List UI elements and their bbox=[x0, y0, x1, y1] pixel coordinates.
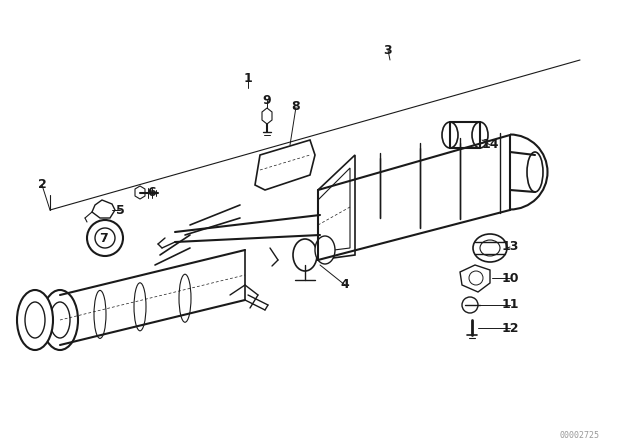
Text: 8: 8 bbox=[292, 100, 300, 113]
Text: 3: 3 bbox=[384, 43, 392, 56]
Ellipse shape bbox=[462, 297, 478, 313]
Text: 5: 5 bbox=[116, 203, 124, 216]
Ellipse shape bbox=[473, 234, 507, 262]
Text: 9: 9 bbox=[262, 94, 271, 107]
Ellipse shape bbox=[87, 220, 123, 256]
Polygon shape bbox=[92, 200, 115, 218]
Text: 11: 11 bbox=[501, 298, 519, 311]
Ellipse shape bbox=[42, 290, 78, 350]
Text: 1: 1 bbox=[244, 72, 252, 85]
Ellipse shape bbox=[95, 228, 115, 248]
Ellipse shape bbox=[480, 240, 500, 256]
Text: 14: 14 bbox=[481, 138, 499, 151]
Polygon shape bbox=[262, 108, 272, 124]
Ellipse shape bbox=[469, 271, 483, 285]
Ellipse shape bbox=[94, 290, 106, 338]
Polygon shape bbox=[135, 186, 145, 199]
Ellipse shape bbox=[527, 152, 543, 192]
Ellipse shape bbox=[50, 302, 70, 338]
Text: 6: 6 bbox=[148, 186, 156, 199]
Ellipse shape bbox=[179, 274, 191, 322]
Ellipse shape bbox=[293, 239, 317, 271]
Ellipse shape bbox=[315, 236, 335, 264]
Ellipse shape bbox=[17, 290, 53, 350]
Text: 12: 12 bbox=[501, 322, 519, 335]
Polygon shape bbox=[318, 155, 355, 260]
Polygon shape bbox=[460, 265, 490, 292]
Ellipse shape bbox=[442, 122, 458, 148]
Text: 13: 13 bbox=[501, 241, 518, 254]
Ellipse shape bbox=[25, 302, 45, 338]
Text: 7: 7 bbox=[100, 232, 108, 245]
Ellipse shape bbox=[472, 122, 488, 148]
Text: 4: 4 bbox=[340, 279, 349, 292]
Text: 00002725: 00002725 bbox=[560, 431, 600, 439]
Polygon shape bbox=[255, 140, 315, 190]
Text: 10: 10 bbox=[501, 271, 519, 284]
Text: 2: 2 bbox=[38, 178, 46, 191]
Ellipse shape bbox=[134, 283, 146, 331]
